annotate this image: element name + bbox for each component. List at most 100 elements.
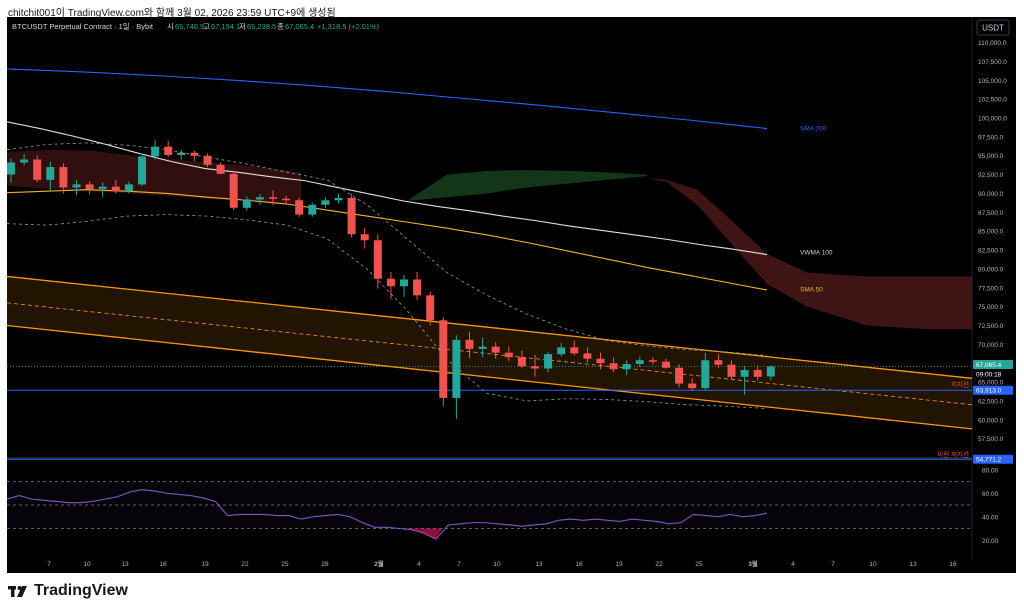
candle-body[interactable] bbox=[662, 361, 670, 368]
candle-body[interactable] bbox=[635, 360, 644, 364]
candle[interactable] bbox=[727, 360, 736, 380]
candle[interactable] bbox=[360, 228, 369, 249]
candle[interactable] bbox=[504, 346, 513, 361]
candle-body[interactable] bbox=[465, 339, 474, 349]
candle-body[interactable] bbox=[111, 186, 120, 192]
candle-body[interactable] bbox=[648, 360, 657, 362]
candle[interactable] bbox=[557, 342, 566, 357]
candle-body[interactable] bbox=[439, 320, 448, 398]
candle[interactable] bbox=[347, 194, 356, 238]
candle[interactable] bbox=[583, 347, 592, 363]
candle-body[interactable] bbox=[85, 184, 94, 189]
candle[interactable] bbox=[295, 197, 304, 217]
candle-body[interactable] bbox=[124, 184, 133, 192]
candle[interactable] bbox=[688, 378, 697, 391]
candle[interactable] bbox=[465, 331, 474, 358]
candle-body[interactable] bbox=[295, 200, 304, 215]
candle-body[interactable] bbox=[452, 339, 461, 398]
candle[interactable] bbox=[334, 193, 343, 204]
candle-body[interactable] bbox=[753, 370, 762, 377]
candle-body[interactable] bbox=[282, 198, 291, 201]
candle-body[interactable] bbox=[701, 360, 710, 389]
candle-body[interactable] bbox=[7, 162, 15, 175]
candle[interactable] bbox=[714, 354, 723, 368]
candle[interactable] bbox=[190, 150, 199, 162]
candle-body[interactable] bbox=[334, 197, 343, 201]
candle[interactable] bbox=[98, 182, 107, 198]
candle[interactable] bbox=[400, 274, 408, 297]
candle-body[interactable] bbox=[190, 152, 199, 156]
candle[interactable] bbox=[517, 350, 526, 368]
candle[interactable] bbox=[439, 317, 448, 407]
currency-button[interactable]: USDT bbox=[976, 19, 1010, 36]
candle-body[interactable] bbox=[203, 155, 212, 165]
candle-body[interactable] bbox=[386, 278, 395, 287]
candle-body[interactable] bbox=[544, 354, 553, 369]
currency-button-label[interactable]: USDT bbox=[982, 24, 1004, 33]
candle[interactable] bbox=[124, 181, 133, 194]
symbol-title[interactable]: BTCUSDT Perpetual Contract · 1일 · Bybit bbox=[12, 22, 154, 31]
candle-body[interactable] bbox=[360, 234, 369, 241]
candle-body[interactable] bbox=[426, 295, 435, 321]
candle[interactable] bbox=[662, 358, 670, 369]
candle[interactable] bbox=[138, 153, 146, 186]
candle[interactable] bbox=[85, 181, 94, 195]
candle[interactable] bbox=[701, 352, 710, 391]
candle-body[interactable] bbox=[98, 186, 107, 189]
candle[interactable] bbox=[635, 356, 644, 367]
candle-body[interactable] bbox=[46, 167, 55, 180]
candle-body[interactable] bbox=[714, 360, 723, 365]
candle[interactable] bbox=[72, 179, 81, 195]
candle[interactable] bbox=[7, 158, 15, 183]
candle[interactable] bbox=[308, 202, 317, 217]
candle-body[interactable] bbox=[400, 279, 408, 287]
candle[interactable] bbox=[753, 365, 762, 381]
candle[interactable] bbox=[59, 163, 68, 194]
candle[interactable] bbox=[242, 196, 251, 211]
candle[interactable] bbox=[111, 179, 120, 194]
chart-panel[interactable]: SMA 200 VWMA 100 SMA 50 지지선 이전 저지선 110,000.0… bbox=[6, 17, 1016, 573]
candle-body[interactable] bbox=[177, 152, 186, 155]
candle[interactable] bbox=[151, 139, 160, 160]
candle[interactable] bbox=[164, 140, 173, 158]
candle-body[interactable] bbox=[242, 199, 251, 208]
candle[interactable] bbox=[413, 271, 422, 300]
candle[interactable] bbox=[478, 337, 487, 358]
candle-body[interactable] bbox=[413, 279, 422, 296]
candle[interactable] bbox=[648, 357, 657, 365]
candle[interactable] bbox=[229, 171, 238, 211]
candle[interactable] bbox=[386, 271, 395, 300]
candle[interactable] bbox=[740, 366, 749, 395]
candle-body[interactable] bbox=[583, 353, 592, 359]
candle[interactable] bbox=[452, 335, 461, 420]
candle-body[interactable] bbox=[33, 159, 42, 180]
currency-button-bg[interactable] bbox=[976, 19, 1010, 36]
candle-body[interactable] bbox=[255, 197, 264, 200]
candle[interactable] bbox=[255, 194, 264, 205]
candle[interactable] bbox=[33, 155, 42, 183]
candle-body[interactable] bbox=[321, 200, 330, 205]
candle-body[interactable] bbox=[596, 358, 605, 364]
candle-body[interactable] bbox=[20, 159, 29, 163]
candle[interactable] bbox=[622, 360, 631, 376]
candle-body[interactable] bbox=[138, 156, 146, 185]
candle-body[interactable] bbox=[269, 197, 277, 199]
candle-body[interactable] bbox=[557, 347, 566, 355]
candle[interactable] bbox=[216, 162, 225, 175]
candle[interactable] bbox=[373, 234, 382, 289]
candle-body[interactable] bbox=[727, 364, 736, 377]
candle-body[interactable] bbox=[688, 383, 697, 389]
candle-body[interactable] bbox=[675, 367, 684, 384]
candle-body[interactable] bbox=[491, 346, 500, 353]
candle-body[interactable] bbox=[766, 366, 775, 377]
candle[interactable] bbox=[596, 352, 605, 370]
candle-body[interactable] bbox=[740, 370, 749, 377]
candle-body[interactable] bbox=[478, 346, 487, 349]
candle-body[interactable] bbox=[59, 167, 68, 188]
candle[interactable] bbox=[426, 291, 435, 326]
candle[interactable] bbox=[203, 153, 212, 168]
candle-body[interactable] bbox=[229, 173, 238, 208]
candle[interactable] bbox=[544, 351, 553, 373]
candle-body[interactable] bbox=[504, 352, 513, 358]
